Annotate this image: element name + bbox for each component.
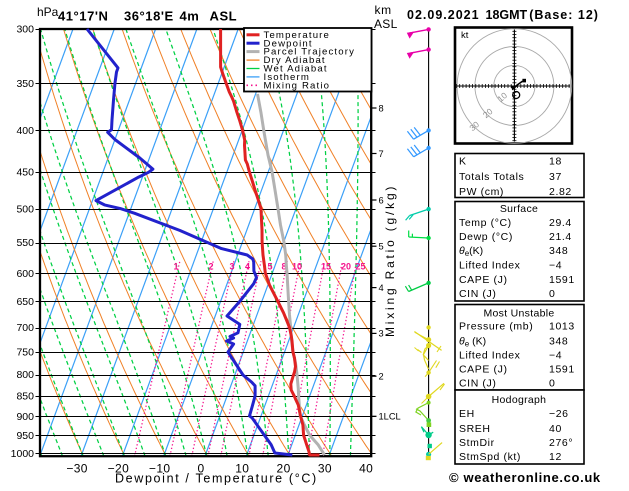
svg-text:Totals Totals: Totals Totals [459, 171, 524, 183]
svg-text:550: 550 [16, 237, 34, 249]
svg-text:−20: −20 [108, 462, 130, 476]
svg-text:θe(K): θe(K) [459, 245, 483, 258]
svg-text:950: 950 [16, 430, 34, 442]
svg-text:40: 40 [549, 423, 562, 435]
svg-text:K: K [459, 156, 467, 168]
svg-text:Dewpoint / Temperature (°C): Dewpoint / Temperature (°C) [115, 472, 318, 486]
svg-text:EH: EH [459, 408, 475, 420]
svg-text:8: 8 [379, 103, 384, 113]
svg-text:2: 2 [208, 262, 213, 272]
svg-text:0: 0 [197, 462, 204, 476]
svg-text:StmDir: StmDir [459, 437, 495, 449]
svg-text:3: 3 [379, 329, 384, 339]
svg-text:5: 5 [267, 262, 272, 272]
svg-text:0: 0 [549, 288, 555, 300]
svg-text:750: 750 [16, 347, 34, 359]
svg-text:CAPE (J): CAPE (J) [459, 274, 508, 286]
svg-text:500: 500 [16, 204, 34, 216]
svg-text:2.82: 2.82 [549, 186, 572, 198]
svg-text:10: 10 [235, 462, 249, 476]
svg-text:−26: −26 [549, 408, 569, 420]
svg-text:4: 4 [379, 283, 384, 293]
svg-text:8: 8 [281, 262, 286, 272]
svg-text:0: 0 [549, 378, 555, 390]
svg-text:−30: −30 [66, 462, 88, 476]
svg-text:25: 25 [355, 262, 365, 272]
svg-text:21.4: 21.4 [549, 231, 572, 243]
svg-text:30: 30 [318, 462, 332, 476]
svg-text:kt: kt [461, 30, 469, 41]
svg-text:1591: 1591 [549, 274, 575, 286]
svg-text:276°: 276° [549, 437, 573, 449]
svg-text:400: 400 [16, 125, 34, 137]
svg-text:10: 10 [292, 262, 302, 272]
svg-text:Temperature: Temperature [264, 30, 331, 41]
svg-text:Temp (°C): Temp (°C) [459, 217, 512, 229]
svg-text:Most Unstable: Most Unstable [483, 308, 554, 320]
svg-text:1591: 1591 [549, 364, 575, 376]
svg-text:Dewp (°C): Dewp (°C) [459, 231, 513, 243]
svg-text:40: 40 [359, 462, 373, 476]
svg-text:SREH: SREH [459, 423, 491, 435]
svg-text:348: 348 [549, 336, 568, 348]
svg-text:StmSpd (kt): StmSpd (kt) [459, 451, 521, 463]
svg-text:−4: −4 [549, 350, 562, 362]
svg-text:700: 700 [16, 322, 34, 334]
svg-text:PW (cm): PW (cm) [459, 186, 504, 198]
svg-text:3: 3 [229, 262, 234, 272]
svg-text:Isotherm: Isotherm [264, 72, 311, 83]
svg-text:300: 300 [16, 23, 34, 35]
svg-text:Surface: Surface [500, 203, 538, 215]
svg-text:Hodograph: Hodograph [492, 394, 547, 406]
svg-text:20: 20 [341, 262, 351, 272]
svg-text:2: 2 [379, 372, 384, 382]
svg-text:hPa: hPa [37, 5, 59, 19]
svg-text:350: 350 [16, 78, 34, 90]
svg-text:Dewpoint: Dewpoint [264, 38, 313, 49]
svg-text:900: 900 [16, 411, 34, 423]
svg-text:ASL: ASL [374, 17, 398, 31]
svg-text:18: 18 [549, 156, 562, 168]
svg-text:6: 6 [379, 195, 384, 205]
svg-text:600: 600 [16, 268, 34, 280]
svg-text:20: 20 [277, 462, 291, 476]
svg-text:29.4: 29.4 [549, 217, 572, 229]
svg-text:850: 850 [16, 391, 34, 403]
svg-text:348: 348 [549, 245, 568, 257]
svg-text:37: 37 [549, 171, 562, 183]
svg-text:12: 12 [549, 451, 562, 463]
svg-text:450: 450 [16, 166, 34, 178]
svg-text:Parcel Trajectory: Parcel Trajectory [264, 47, 356, 58]
svg-text:CIN (J): CIN (J) [459, 288, 496, 300]
svg-text:Lifted Index: Lifted Index [459, 259, 521, 271]
svg-text:km: km [375, 3, 392, 17]
svg-text:650: 650 [16, 296, 34, 308]
svg-text:Pressure (mb): Pressure (mb) [459, 320, 533, 332]
svg-text:Mixing Ratio: Mixing Ratio [264, 80, 331, 91]
svg-text:5: 5 [379, 242, 384, 252]
svg-text:1000: 1000 [11, 448, 35, 460]
svg-text:Mixing Ratio (g/kg): Mixing Ratio (g/kg) [383, 184, 397, 337]
svg-text:θe (K): θe (K) [459, 336, 486, 349]
svg-text:Dry Adiabat: Dry Adiabat [264, 55, 326, 66]
svg-text:−4: −4 [549, 259, 562, 271]
svg-text:15: 15 [321, 262, 331, 272]
svg-text:1013: 1013 [549, 320, 575, 332]
svg-text:7: 7 [379, 149, 384, 159]
svg-text:1LCL: 1LCL [379, 412, 401, 422]
svg-text:4: 4 [245, 262, 250, 272]
svg-text:800: 800 [16, 369, 34, 381]
svg-text:CIN (J): CIN (J) [459, 378, 496, 390]
svg-text:© weatheronline.co.uk: © weatheronline.co.uk [449, 470, 601, 485]
svg-text:Lifted Index: Lifted Index [459, 350, 521, 362]
svg-text:−10: −10 [149, 462, 171, 476]
svg-text:1: 1 [173, 262, 178, 272]
svg-text:Wet Adiabat: Wet Adiabat [264, 64, 328, 75]
svg-text:CAPE (J): CAPE (J) [459, 364, 508, 376]
